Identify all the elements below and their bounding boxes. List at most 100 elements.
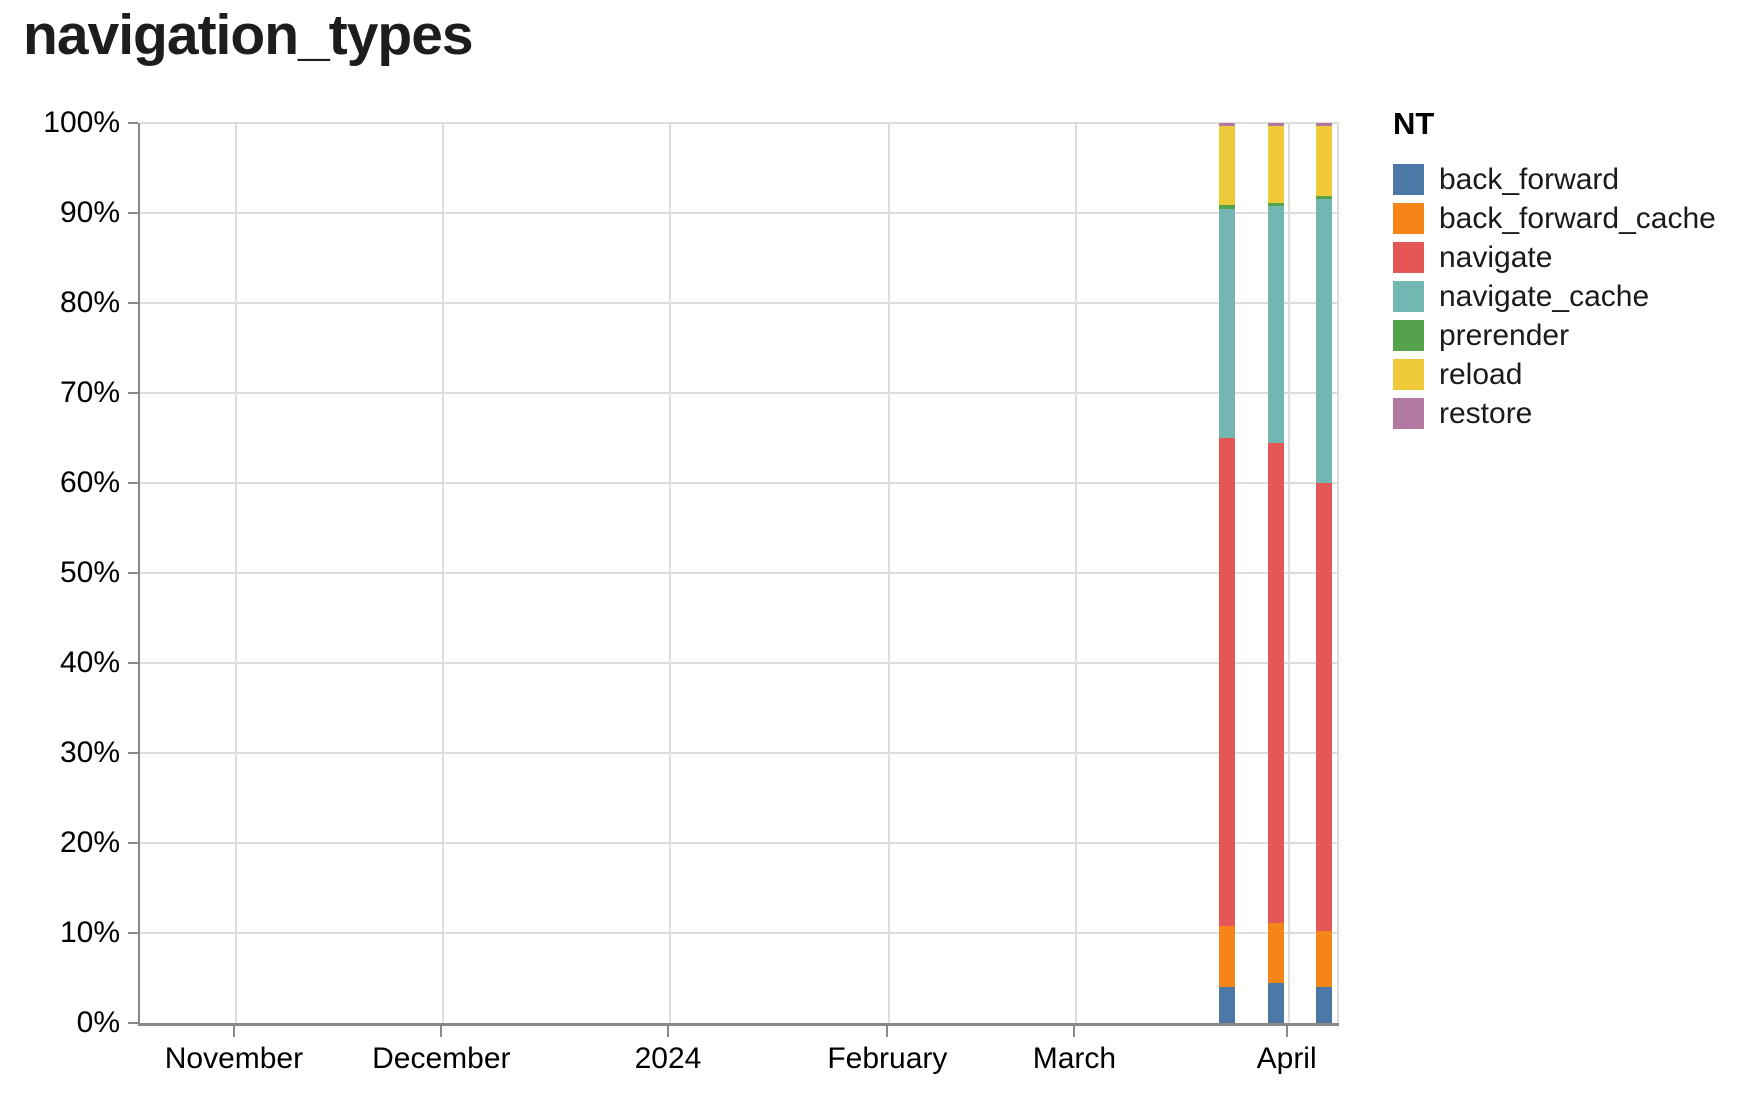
bar-segment-back_forward_cache	[1268, 923, 1285, 984]
bar-segment-back_forward	[1316, 987, 1333, 1023]
y-axis-label: 60%	[59, 466, 120, 499]
y-axis-label: 90%	[59, 196, 120, 229]
y-axis-tick	[128, 212, 138, 214]
legend-item-back_forward_cache: back_forward_cache	[1393, 203, 1716, 234]
bar-segment-back_forward	[1268, 983, 1285, 1023]
gridline-vertical	[234, 123, 237, 1023]
bar-segment-navigate_cache	[1316, 198, 1333, 484]
bar-segment-reload	[1219, 125, 1236, 205]
x-axis-tick	[232, 1026, 235, 1037]
y-axis-label: 30%	[59, 736, 120, 769]
legend-item-back_forward: back_forward	[1393, 164, 1716, 195]
x-axis-label: December	[372, 1042, 511, 1075]
back_forward-swatch-icon	[1393, 164, 1424, 195]
y-axis-tick	[128, 572, 138, 574]
bar-stack	[1219, 123, 1236, 1023]
gridline-horizontal	[140, 302, 1339, 304]
legend-item-navigate_cache: navigate_cache	[1393, 281, 1716, 312]
legend-label: back_forward_cache	[1439, 202, 1716, 235]
y-axis-label: 50%	[59, 556, 120, 589]
x-axis: November December 2024 February March April	[138, 1026, 1337, 1096]
bar-segment-navigate	[1219, 438, 1236, 926]
bar-segment-prerender	[1316, 195, 1333, 199]
chart-title: navigation_types	[23, 3, 474, 67]
y-axis-tick	[128, 392, 138, 394]
x-axis-tick	[440, 1026, 443, 1037]
gridline-horizontal	[140, 482, 1339, 484]
bar-segment-back_forward_cache	[1219, 925, 1236, 987]
legend-item-restore: restore	[1393, 398, 1716, 429]
bar-segment-back_forward	[1219, 987, 1236, 1023]
gridline-horizontal	[140, 392, 1339, 394]
plot-area	[138, 122, 1339, 1026]
bar-segment-navigate_cache	[1268, 205, 1285, 444]
back_forward_cache-swatch-icon	[1393, 203, 1424, 234]
gridline-vertical	[888, 123, 891, 1023]
y-axis-label: 80%	[59, 286, 120, 319]
legend-item-navigate: navigate	[1393, 242, 1716, 273]
legend-label: prerender	[1439, 319, 1570, 352]
y-axis: 0% 10% 20% 30% 40% 50% 60% 70% 80% 90% 100%	[0, 107, 138, 1039]
x-axis-label: April	[1256, 1042, 1317, 1075]
bar-segment-navigate	[1268, 443, 1285, 924]
navigate-swatch-icon	[1393, 242, 1424, 273]
bar-segment-reload	[1268, 125, 1285, 204]
gridline-horizontal	[140, 122, 1339, 124]
y-axis-label: 10%	[59, 916, 120, 949]
gridline-horizontal	[140, 662, 1339, 664]
reload-swatch-icon	[1393, 359, 1424, 390]
x-axis-tick	[1073, 1026, 1076, 1037]
y-axis-label: 70%	[59, 376, 120, 409]
bar-segment-prerender	[1219, 204, 1236, 209]
x-axis-tick	[1285, 1026, 1288, 1037]
gridline-vertical	[442, 123, 445, 1023]
x-axis-tick	[666, 1026, 669, 1037]
y-axis-tick	[128, 662, 138, 664]
gridline-vertical	[668, 123, 671, 1023]
bar-segment-restore	[1316, 123, 1333, 126]
bar-segment-back_forward_cache	[1316, 931, 1333, 987]
navigate_cache-swatch-icon	[1393, 281, 1424, 312]
gridline-horizontal	[140, 842, 1339, 844]
bar-segment-prerender	[1268, 203, 1285, 206]
y-axis-tick	[128, 932, 138, 934]
legend-label: restore	[1439, 397, 1533, 430]
legend-item-reload: reload	[1393, 359, 1716, 390]
y-axis-tick	[128, 122, 138, 124]
legend-items: back_forward back_forward_cache navigate na…	[1393, 164, 1716, 429]
y-axis-tick	[128, 482, 138, 484]
x-axis-label: November	[164, 1042, 304, 1075]
bar-segment-navigate	[1316, 483, 1333, 932]
x-axis-label: February	[827, 1042, 948, 1075]
y-axis-label: 40%	[59, 646, 120, 679]
y-axis-tick	[128, 1022, 138, 1024]
y-axis-label: 0%	[76, 1006, 120, 1039]
restore-swatch-icon	[1393, 398, 1424, 429]
legend-title: NT	[1393, 106, 1435, 141]
x-axis-tick	[886, 1026, 889, 1037]
gridline-horizontal	[140, 932, 1339, 934]
x-axis-label: 2024	[634, 1042, 702, 1075]
legend-label: navigate	[1439, 241, 1553, 274]
y-axis-label: 100%	[43, 106, 120, 139]
bar-segment-reload	[1316, 125, 1333, 196]
y-axis-label: 20%	[59, 826, 120, 859]
gridline-vertical	[1287, 123, 1290, 1023]
bar-segment-navigate_cache	[1219, 208, 1236, 439]
legend-label: back_forward	[1439, 163, 1620, 196]
gridline-horizontal	[140, 572, 1339, 574]
y-axis-tick	[128, 842, 138, 844]
gridline-horizontal	[140, 752, 1339, 754]
legend-label: reload	[1439, 358, 1523, 391]
bar-segment-restore	[1219, 123, 1236, 126]
gridline-vertical	[1075, 123, 1078, 1023]
y-axis-tick	[128, 752, 138, 754]
bar-stack	[1316, 123, 1333, 1023]
gridline-horizontal	[140, 212, 1339, 214]
bar-stack	[1268, 123, 1285, 1023]
bar-segment-restore	[1268, 123, 1285, 126]
x-axis-label: March	[1032, 1042, 1117, 1075]
y-axis-tick	[128, 302, 138, 304]
prerender-swatch-icon	[1393, 320, 1424, 351]
